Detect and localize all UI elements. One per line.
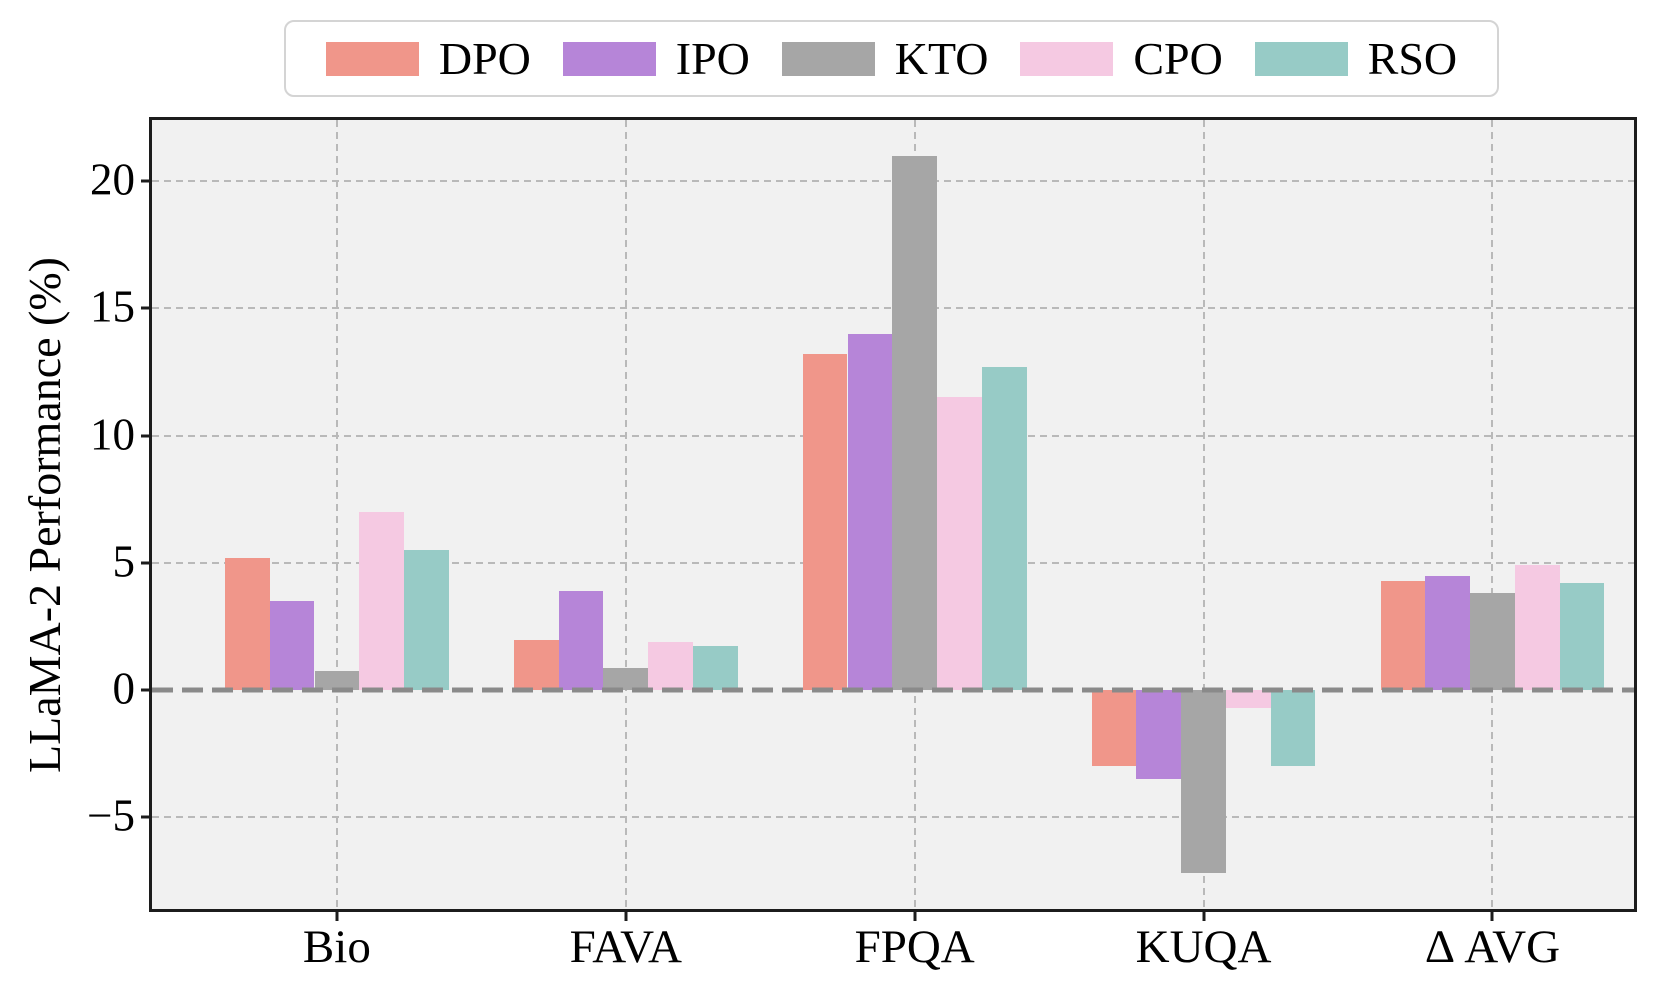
bar-kto-avg	[1470, 593, 1515, 691]
legend-swatch-kto	[781, 41, 875, 76]
bar-rso-fava	[692, 645, 738, 691]
legend-entry-dpo: DPO	[325, 32, 531, 84]
y-tick-mark	[141, 815, 152, 819]
x-tick-mark	[1490, 909, 1494, 921]
vertical-gridline	[624, 120, 627, 909]
bar-dpo-fava	[513, 640, 559, 691]
vertical-gridline	[1202, 120, 1205, 909]
bar-cpo-avg	[1514, 565, 1560, 691]
bar-rso-kuqa	[1270, 690, 1316, 767]
bar-ipo-fava	[558, 590, 604, 691]
bar-dpo-fpqa	[802, 354, 848, 691]
legend-swatch-dpo	[325, 41, 419, 76]
bar-cpo-fava	[648, 641, 693, 691]
legend-entry-kto: KTO	[781, 32, 989, 84]
legend-label: KTO	[894, 32, 989, 84]
plot-area: −5 0 5 10 15 20 Bio FAVA FPQA KUQA Δ AVG	[87, 117, 1637, 971]
legend-label: CPO	[1133, 32, 1223, 84]
horizontal-gridline	[152, 816, 1634, 819]
legend-swatch-cpo	[1020, 41, 1114, 76]
legend-label: RSO	[1367, 32, 1458, 84]
y-axis-title: LLaMA-2 Performance (%)	[16, 117, 72, 912]
x-tick-mark	[1202, 909, 1206, 921]
y-tick-mark	[141, 434, 152, 438]
y-tick-label: 0	[112, 663, 136, 714]
bar-rso-fpqa	[981, 366, 1027, 691]
y-tick-mark	[141, 179, 152, 183]
bar-ipo-avg	[1425, 575, 1471, 691]
bar-kto-fava	[603, 668, 649, 691]
bar-dpo-kuqa	[1091, 690, 1137, 767]
y-tick-mark	[141, 561, 152, 565]
x-tick-mark	[913, 909, 917, 921]
bar-ipo-fpqa	[847, 333, 893, 691]
legend-entry-ipo: IPO	[562, 32, 750, 84]
bar-cpo-kuqa	[1225, 690, 1271, 708]
bar-rso-bio	[404, 550, 449, 691]
bar-rso-avg	[1559, 583, 1605, 691]
x-tick-label: FAVA	[569, 921, 682, 973]
legend-swatch-rso	[1254, 41, 1348, 76]
bar-ipo-bio	[269, 601, 315, 691]
bar-kto-fpqa	[892, 155, 938, 691]
legend-label: DPO	[438, 32, 531, 84]
zero-line	[152, 687, 1634, 693]
bar-dpo-bio	[224, 557, 270, 691]
legend-entry-cpo: CPO	[1020, 32, 1223, 84]
x-tick-label: KUQA	[1135, 921, 1272, 973]
x-tick-mark	[624, 909, 628, 921]
legend: DPO IPO KTO CPO RSO	[284, 20, 1499, 97]
vertical-gridline	[1491, 120, 1494, 909]
bar-cpo-bio	[359, 511, 405, 691]
bar-kto-kuqa	[1181, 690, 1226, 874]
y-tick-mark	[141, 306, 152, 310]
y-tick-label: 15	[90, 281, 135, 332]
bar-kto-bio	[314, 671, 360, 691]
y-tick-mark	[141, 688, 152, 692]
legend-label: IPO	[675, 32, 750, 84]
y-tick-label: −5	[87, 790, 135, 841]
y-tick-label: 20	[90, 154, 135, 205]
x-tick-mark	[335, 909, 339, 921]
bar-ipo-kuqa	[1136, 690, 1182, 780]
x-tick-label: Bio	[302, 921, 371, 973]
y-tick-label: 10	[90, 409, 135, 460]
y-tick-label: 5	[112, 536, 136, 587]
bar-dpo-avg	[1380, 580, 1426, 691]
legend-entry-rso: RSO	[1254, 32, 1458, 84]
y-axis-title-text: LLaMA-2 Performance (%)	[18, 256, 70, 773]
bar-cpo-fpqa	[937, 397, 982, 691]
x-tick-label: FPQA	[854, 921, 975, 973]
legend-swatch-ipo	[562, 41, 656, 76]
vertical-gridline	[335, 120, 338, 909]
x-tick-label: Δ AVG	[1424, 921, 1561, 973]
